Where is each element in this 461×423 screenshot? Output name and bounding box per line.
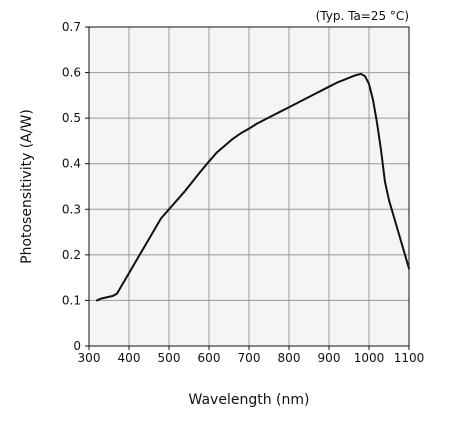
x-tick-label: 500 — [158, 351, 181, 365]
y-tick-label: 0.6 — [62, 66, 81, 80]
y-tick-label: 0.4 — [62, 157, 81, 171]
plot-frame — [88, 26, 410, 347]
y-axis-title: Photosensitivity (A/W) — [19, 109, 35, 264]
condition-annotation: (Typ. Ta=25 °C) — [316, 9, 409, 23]
x-tick-label: 400 — [118, 351, 141, 365]
x-tick-label: 300 — [78, 351, 101, 365]
y-tick-label: 0.1 — [62, 293, 81, 307]
x-tick-label: 600 — [198, 351, 221, 365]
x-tick-label: 700 — [238, 351, 261, 365]
x-tick-label: 1100 — [394, 351, 425, 365]
y-tick-label: 0.5 — [62, 111, 81, 125]
axes-layer: 300 400 500 600 700 800 900 1000 1100 0 0.1 0.2 0.3 0… — [62, 20, 424, 365]
photosensitivity-curve — [96, 72, 410, 302]
x-axis-title: Wavelength (nm) — [189, 392, 310, 408]
x-tick-label: 1000 — [354, 351, 385, 365]
y-tick-label: 0 — [73, 339, 81, 353]
x-tick-label: 800 — [278, 351, 301, 365]
y-tick-label: 0.2 — [62, 248, 81, 262]
plot-layer — [96, 72, 410, 302]
y-tick-label: 0.3 — [62, 202, 81, 216]
x-tick-label: 900 — [318, 351, 341, 365]
y-tick-label: 0.7 — [62, 20, 81, 34]
grid-layer — [89, 27, 409, 346]
